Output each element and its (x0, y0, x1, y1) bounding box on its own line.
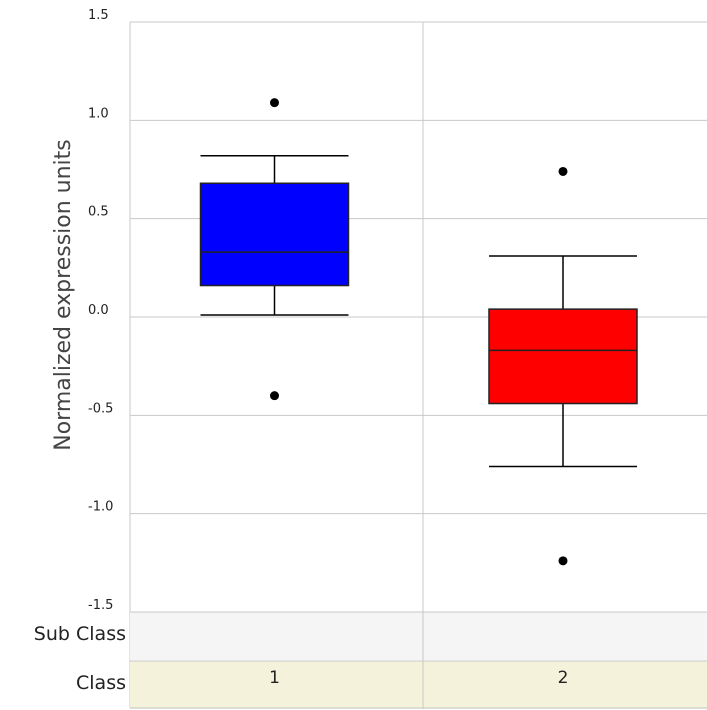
iqr-box (199, 182, 350, 287)
box-series-1 (199, 98, 350, 401)
y-tick-label: -1.5 (88, 598, 113, 613)
y-tick-label: 1.0 (88, 106, 109, 121)
annotation-row-label: Sub Class (34, 623, 126, 645)
outlier-point (558, 556, 568, 566)
y-tick-label: -0.5 (88, 401, 113, 416)
y-tick-label: 0.5 (88, 205, 109, 220)
annotation-row-bg (130, 612, 707, 660)
category-label: 2 (558, 668, 569, 688)
annotation-rows: Sub Class Class 1 2 (34, 611, 707, 709)
annotation-row-label: Class (76, 672, 126, 694)
outlier-point (270, 98, 279, 108)
y-tick-label: -1.0 (88, 500, 113, 515)
outlier-point (270, 391, 279, 401)
y-axis-label: Normalized expression units (51, 139, 76, 451)
outlier-point (558, 166, 568, 176)
iqr-box (488, 308, 638, 405)
annotation-row-bg (130, 661, 707, 709)
category-label: 1 (269, 668, 280, 688)
y-tick-label: 1.5 (88, 8, 109, 23)
boxes (199, 98, 638, 566)
box-series-2 (488, 166, 638, 566)
y-tick-label: 0.0 (88, 303, 109, 318)
y-axis-ticks: 1.5 1.0 0.5 0.0 -0.5 -1.0 -1.5 (88, 8, 113, 613)
